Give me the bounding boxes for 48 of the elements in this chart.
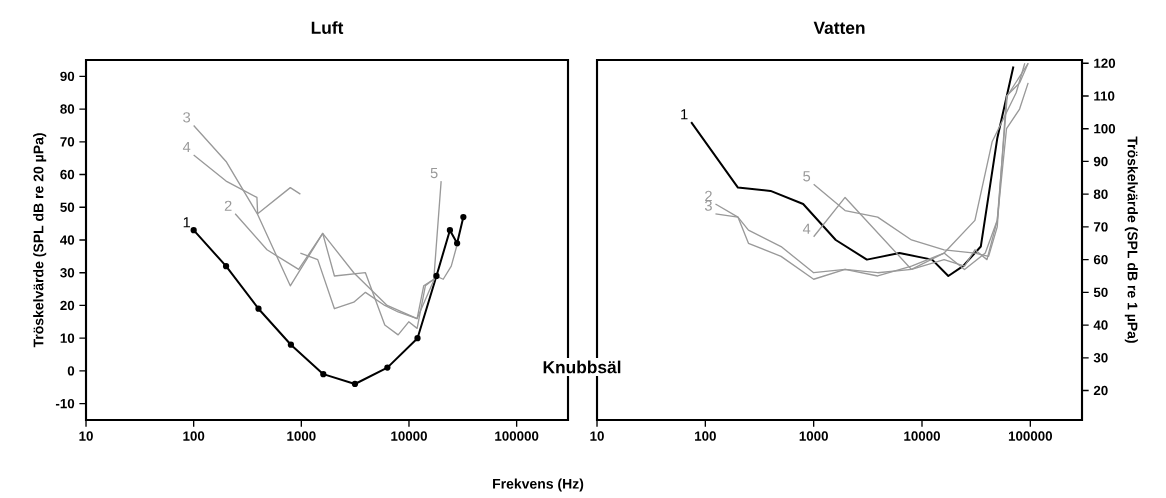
series-label: 5: [430, 167, 438, 179]
y2-tick-label: 40: [1093, 320, 1108, 330]
series-label: 5: [803, 171, 811, 182]
y-tick-label: -10: [55, 398, 75, 409]
series-label: 2: [224, 200, 232, 211]
y-tick-label: 20: [60, 300, 75, 311]
y2-tick-label: 110: [1094, 91, 1115, 101]
x-tick-label: 1000: [799, 431, 828, 441]
x-axis-title: Frekvens (Hz): [493, 478, 584, 492]
y-tick-label: 70: [60, 137, 75, 147]
x-tick-label: 1000: [287, 431, 316, 441]
series-label: 1: [183, 217, 191, 228]
x-tick-label: 10000: [391, 431, 427, 441]
y2-tick-label: 60: [1093, 254, 1108, 265]
series-label: 4: [182, 141, 191, 152]
y2-axis-title: Tröskelvärde (SPL dB re 1 µPa): [1124, 136, 1138, 343]
series-label: 1: [681, 109, 688, 120]
y-tick-label: 30: [60, 267, 75, 278]
y-tick-label: 10: [60, 333, 75, 343]
x-tick-label: 100000: [1008, 431, 1053, 441]
y2-tick-label: 100: [1094, 124, 1116, 134]
y2-tick-label: 20: [1093, 385, 1108, 396]
annotation: Knubbsäl: [543, 360, 621, 374]
y2-tick-label: 120: [1094, 58, 1116, 68]
y-axis-title: Tröskelvärde (SPL dB re 20 µPa): [33, 133, 47, 348]
y2-tick-label: 80: [1093, 189, 1108, 199]
chart-title: Luft: [311, 21, 344, 34]
series-label: 4: [802, 223, 811, 234]
y-tick-label: 90: [60, 71, 75, 82]
y2-tick-label: 70: [1093, 222, 1108, 232]
x-tick-label: 100: [183, 431, 205, 441]
y2-tick-label: 90: [1093, 156, 1108, 167]
x-tick-label: 10: [79, 431, 93, 441]
x-tick-label: 10: [590, 431, 604, 441]
chart-title: Vatten: [813, 21, 865, 34]
x-tick-label: 100: [695, 431, 716, 441]
series-label: 3: [704, 200, 712, 211]
series-label: 2: [705, 190, 712, 202]
x-tick-label: 100000: [495, 431, 539, 441]
x-tick-label: 10000: [904, 431, 940, 441]
y-tick-label: 40: [60, 235, 75, 245]
y-tick-label: 0: [67, 366, 75, 376]
series-label: 3: [183, 112, 191, 123]
y-tick-label: 80: [60, 104, 75, 114]
y2-tick-label: 50: [1093, 287, 1108, 298]
y-tick-label: 50: [60, 202, 75, 212]
y-tick-label: 60: [60, 169, 75, 180]
y2-tick-label: 30: [1093, 353, 1108, 363]
